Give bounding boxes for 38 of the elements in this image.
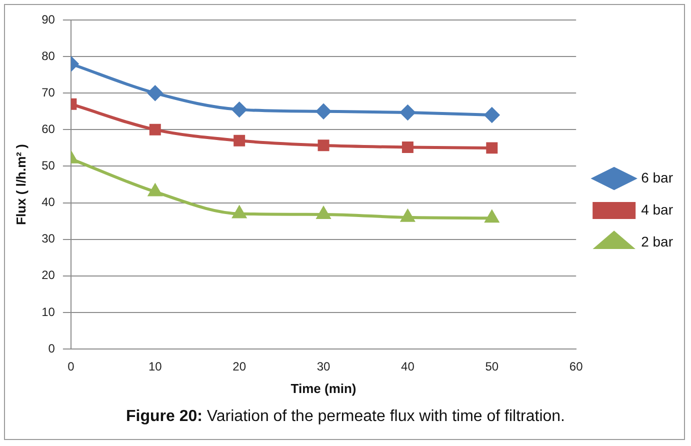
legend-label: 4 bar bbox=[641, 201, 674, 218]
y-tick-label: 0 bbox=[48, 341, 56, 356]
y-tick-label: 40 bbox=[42, 195, 56, 210]
point bbox=[485, 210, 499, 223]
x-tick-label: 30 bbox=[316, 360, 331, 374]
point bbox=[318, 140, 330, 152]
point bbox=[234, 134, 246, 146]
x-tick-label: 50 bbox=[485, 360, 499, 374]
caption: Figure 20: Variation of the permeate flux with time of filtration. bbox=[124, 408, 566, 426]
y-tick-label: 60 bbox=[42, 122, 56, 136]
legend-label: 2 bar bbox=[641, 233, 674, 250]
y-tick-label: 20 bbox=[42, 268, 56, 282]
y-tick-label: 80 bbox=[42, 48, 56, 63]
y-tick-label: 10 bbox=[42, 304, 56, 319]
y-tick-label: 90 bbox=[42, 12, 56, 26]
point bbox=[316, 206, 330, 219]
point bbox=[149, 124, 161, 136]
point bbox=[484, 108, 500, 123]
legend-label: 6 bar bbox=[641, 169, 674, 186]
point bbox=[232, 102, 247, 118]
x-tick-label: 60 bbox=[569, 360, 584, 374]
point bbox=[401, 210, 414, 222]
point bbox=[148, 86, 163, 101]
y-tick-label: 70 bbox=[42, 85, 56, 100]
y-tick-label: 30 bbox=[42, 232, 56, 246]
x-tick-label: 40 bbox=[401, 360, 415, 374]
y-axis-title: Flux ( l/h.m² ) bbox=[13, 144, 28, 225]
point bbox=[232, 206, 246, 218]
point bbox=[316, 104, 332, 119]
point bbox=[402, 141, 414, 153]
x-tick-label: 20 bbox=[232, 360, 246, 374]
x-axis-title: Time (min) bbox=[290, 380, 356, 396]
point bbox=[486, 142, 498, 154]
y-tick-label: 50 bbox=[42, 158, 56, 173]
point bbox=[148, 184, 162, 196]
x-tick-label: 0 bbox=[68, 360, 75, 374]
x-tick-label: 10 bbox=[148, 360, 162, 374]
point bbox=[400, 104, 416, 120]
